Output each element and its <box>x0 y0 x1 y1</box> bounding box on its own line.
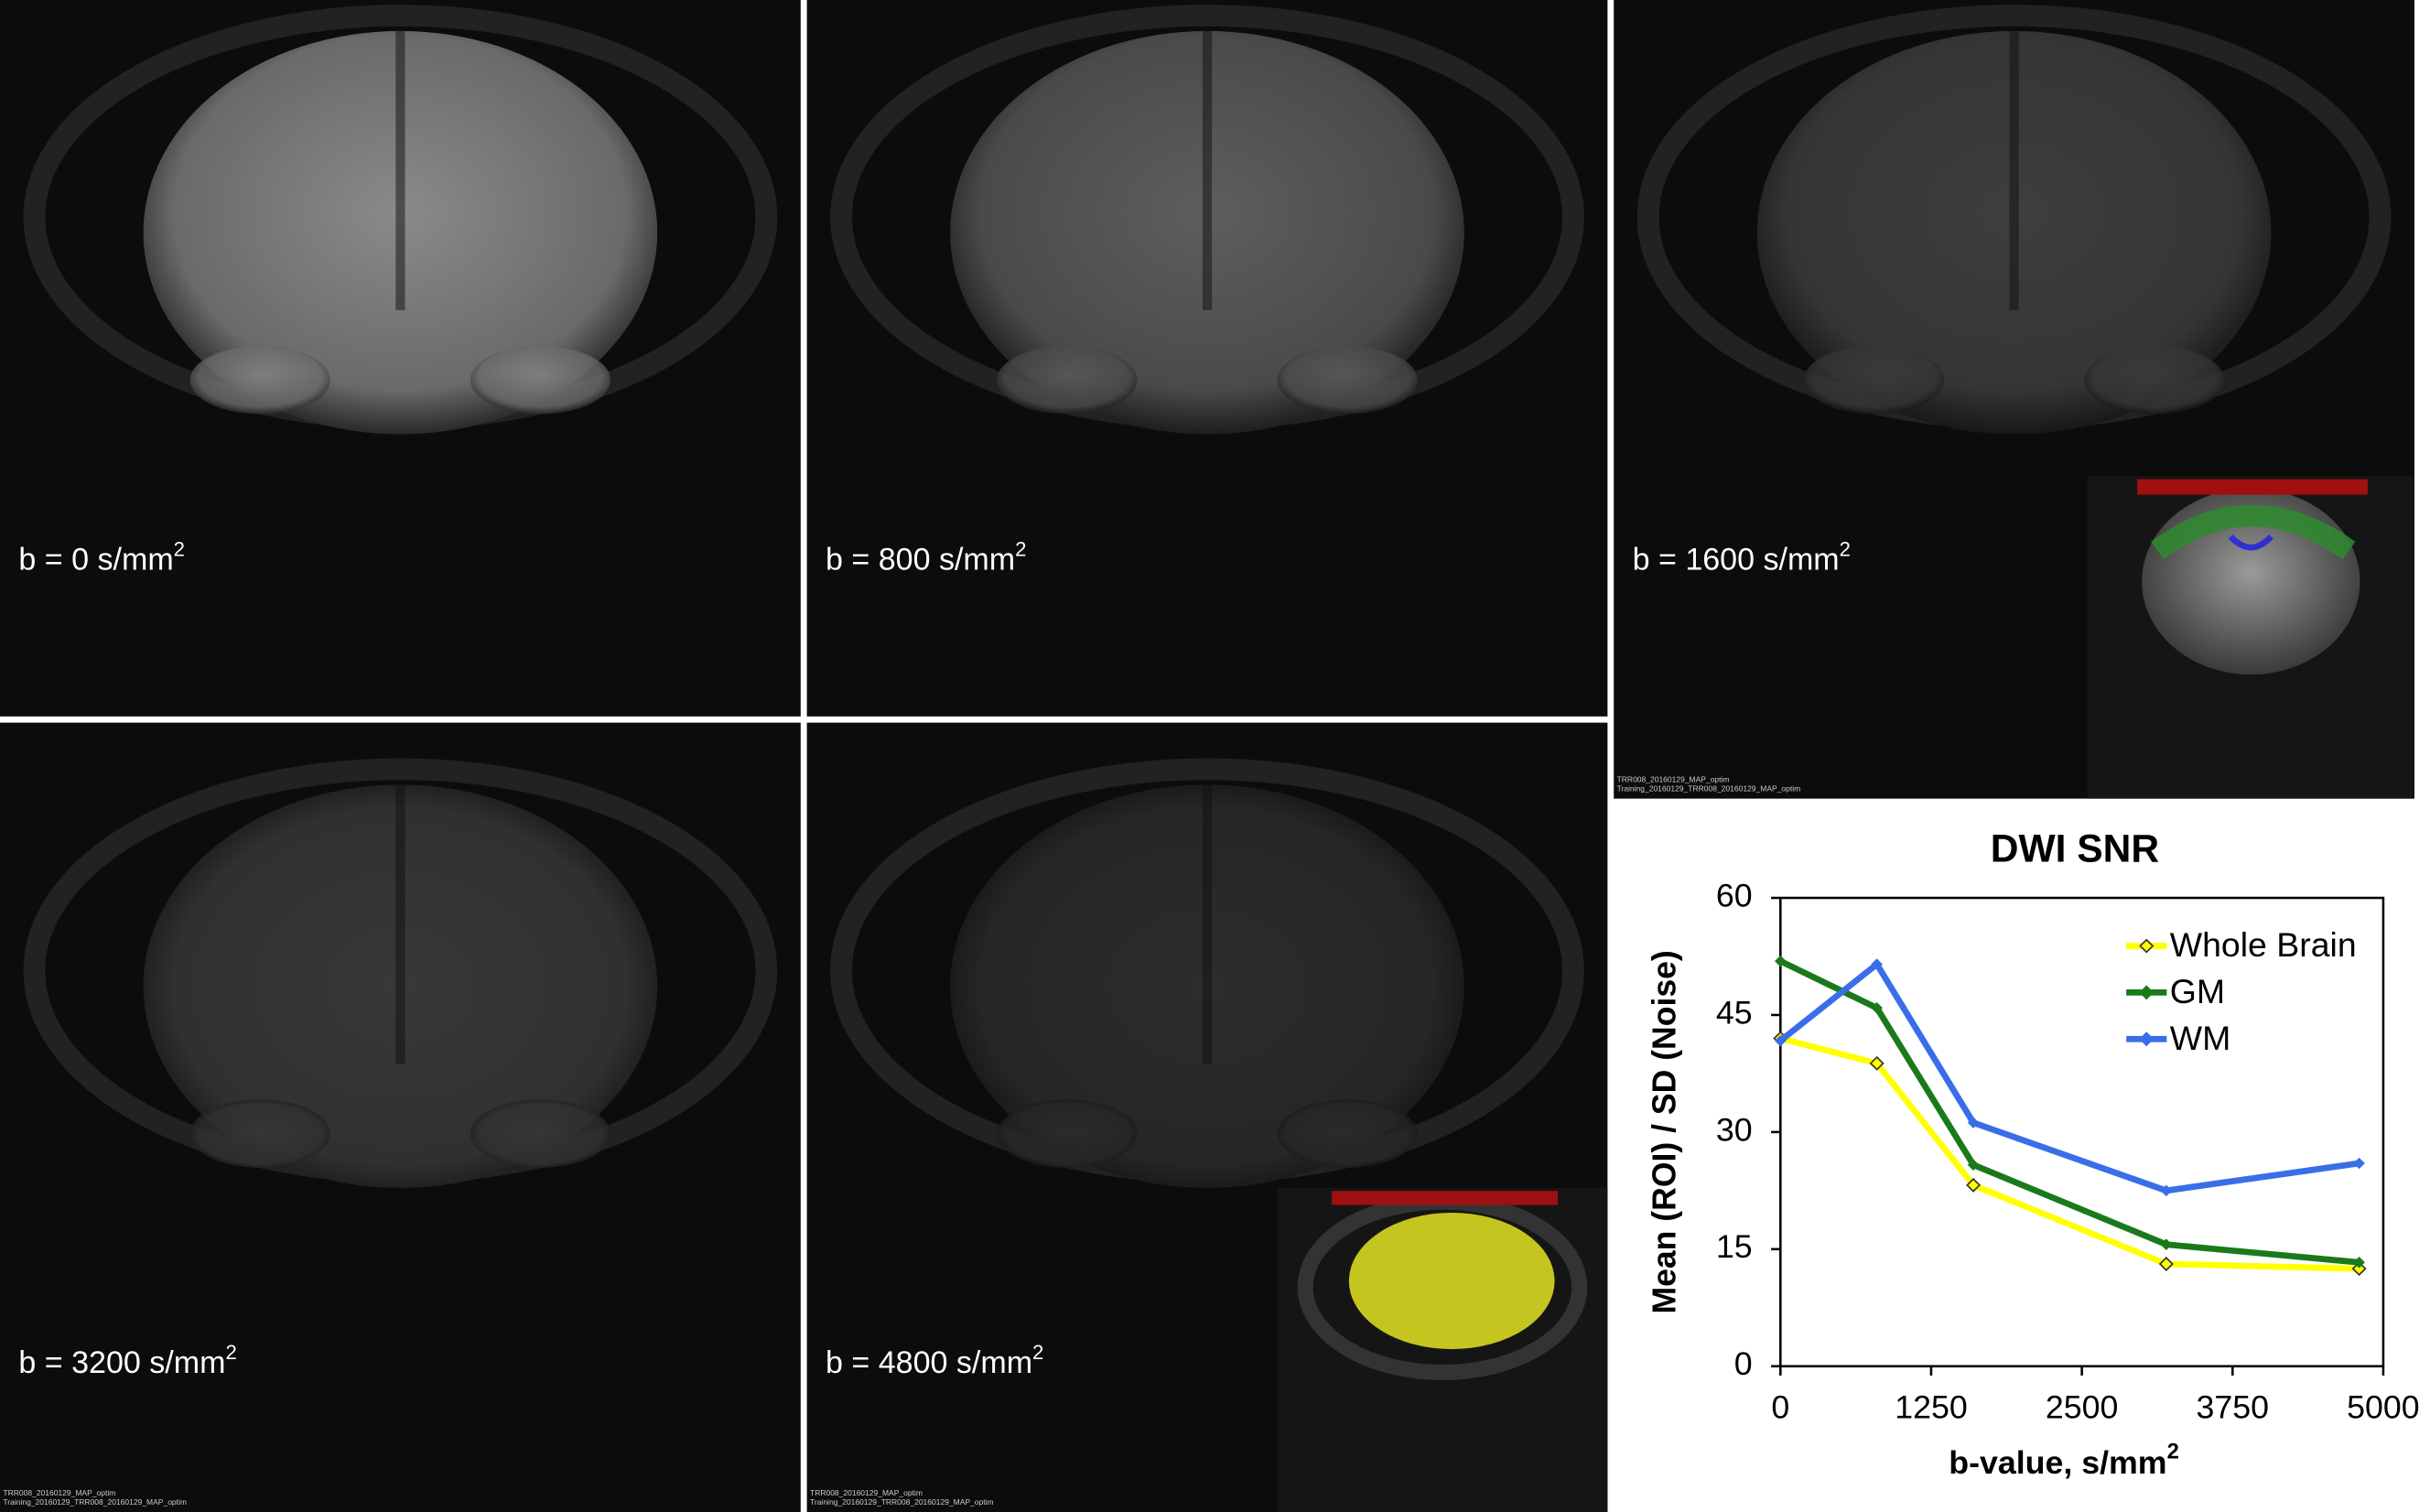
data-point <box>1774 1034 1787 1047</box>
mri-panel: b = 800 s/mm2 <box>806 0 1608 717</box>
y-tick-label: 45 <box>1716 994 1753 1031</box>
panel-label-text: b = 3200 s/mm <box>18 1345 225 1380</box>
panel-label: b = 800 s/mm2 <box>826 537 1026 577</box>
panel-note: Training_20160129_TRR008_20160129_MAP_op… <box>3 1497 187 1507</box>
data-point <box>2351 1261 2367 1277</box>
brain-lower <box>997 1099 1138 1168</box>
data-point <box>1871 1002 1883 1014</box>
y-axis-label: Mean (ROI) / SD (Noise) <box>1646 950 1682 1313</box>
brain-lower <box>189 1099 330 1168</box>
brain-lower <box>2084 345 2225 415</box>
brain-lower <box>470 345 611 415</box>
y-tick-label: 60 <box>1716 878 1753 914</box>
x-tick-label: 1250 <box>1895 1389 1968 1426</box>
data-point <box>1869 1055 1885 1071</box>
mri-panel: b = 3200 s/mm2 TRR008_20160129_MAP_optimT… <box>0 722 801 1512</box>
x-axis-label-text: b-value, s/mm <box>1949 1445 2166 1482</box>
chart: DWI SNR Mean (ROI) / SD (Noise) b-value,… <box>1646 826 2419 1481</box>
x-axis-label: b-value, s/mm2 <box>1949 1440 2179 1482</box>
brain-lower <box>1803 345 1944 415</box>
data-point <box>2353 1157 2365 1170</box>
x-tick-label: 5000 <box>2347 1389 2420 1426</box>
panel-label-superscript: 2 <box>1015 537 1026 560</box>
panel-label: b = 4800 s/mm2 <box>826 1341 1043 1380</box>
panel-label-superscript: 2 <box>1840 537 1851 560</box>
panel-label-superscript: 2 <box>174 537 185 560</box>
data-point <box>1967 1117 1980 1129</box>
panel-note: TRR008_20160129_MAP_optim <box>3 1488 115 1497</box>
data-point <box>2158 1257 2174 1271</box>
chart-title: DWI SNR <box>1991 826 2159 869</box>
legend-marker <box>2139 985 2155 1000</box>
data-point <box>2353 1257 2365 1269</box>
brain-lower <box>189 345 330 415</box>
x-axis-label-superscript: 2 <box>2167 1440 2179 1464</box>
panel-note: TRR008_20160129_MAP_optim <box>810 1488 923 1497</box>
legend-label: Whole Brain <box>2170 925 2357 964</box>
wm-roi <box>2228 534 2273 551</box>
panel-label: b = 1600 s/mm2 <box>1633 537 1851 577</box>
panel-label-text: b = 0 s/mm <box>18 542 173 577</box>
x-tick-label: 0 <box>1771 1389 1789 1426</box>
data-point <box>2160 1184 2173 1197</box>
brain-lower <box>1277 1099 1418 1168</box>
panel-label-superscript: 2 <box>225 1341 236 1364</box>
whole-brain-roi <box>1348 1212 1555 1350</box>
panel-note: Training_20160129_TRR008_20160129_MAP_op… <box>810 1497 994 1507</box>
panel-label: b = 0 s/mm2 <box>18 537 185 577</box>
panel-note: TRR008_20160129_MAP_optim <box>1617 775 1730 784</box>
panel-note: Training_20160129_TRR008_20160129_MAP_op… <box>1617 784 1801 794</box>
data-point <box>1774 955 1787 967</box>
y-tick-label: 0 <box>1734 1345 1753 1382</box>
data-point <box>1967 1159 1980 1171</box>
y-tick-label: 15 <box>1716 1228 1753 1265</box>
gm-roi <box>2151 504 2356 560</box>
data-point <box>2160 1238 2173 1250</box>
brain-lower <box>470 1099 611 1168</box>
roi-inset <box>2087 476 2414 799</box>
panel-label-text: b = 800 s/mm <box>826 542 1015 577</box>
legend-marker <box>2139 1031 2155 1047</box>
inset-red-bar <box>1332 1191 1558 1205</box>
x-tick-label: 3750 <box>2197 1389 2270 1426</box>
legend-marker <box>2139 938 2155 954</box>
brain-lower <box>1277 345 1418 415</box>
brain-lower <box>997 345 1138 415</box>
inset-red-bar <box>2137 479 2368 495</box>
x-tick-label: 2500 <box>2046 1389 2119 1426</box>
panel-label-superscript: 2 <box>1032 1341 1043 1364</box>
panel-label: b = 3200 s/mm2 <box>18 1341 236 1380</box>
roi-inset <box>1277 1187 1608 1512</box>
data-point <box>1871 958 1883 970</box>
legend-label: GM <box>2170 972 2225 1010</box>
y-tick-label: 30 <box>1716 1111 1753 1148</box>
mri-panel: b = 0 s/mm2 <box>0 0 801 717</box>
series-line <box>1778 959 2360 1194</box>
panel-label-text: b = 1600 s/mm <box>1633 542 1840 577</box>
series-line <box>1778 958 2360 1266</box>
data-point <box>1966 1177 1982 1193</box>
panel-label-text: b = 4800 s/mm <box>826 1345 1032 1380</box>
legend-label: WM <box>2170 1019 2231 1057</box>
